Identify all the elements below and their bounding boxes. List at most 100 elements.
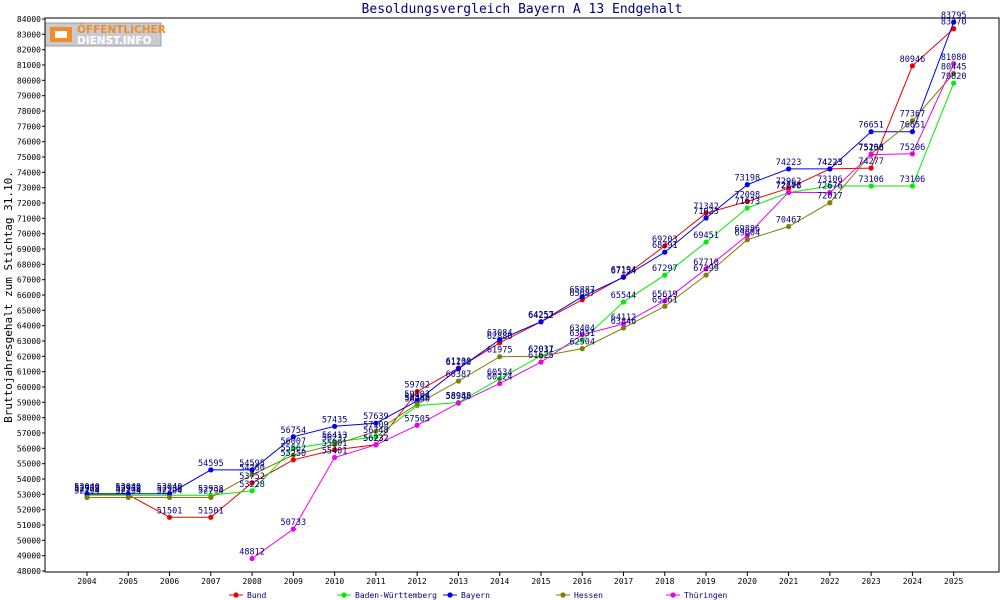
x-tick-label: 2023 — [861, 577, 880, 586]
x-tick-label: 2025 — [944, 577, 963, 586]
y-tick-label: 78000 — [17, 107, 41, 116]
data-point-bayern — [455, 366, 462, 372]
data-label-baden-w-rttemberg: 58788 — [404, 395, 430, 405]
data-point-baden-w-rttemberg — [249, 488, 255, 494]
data-label-bund: 71342 — [693, 202, 719, 212]
data-point-baden-w-rttemberg — [909, 183, 916, 189]
data-point-bayern — [868, 129, 874, 135]
data-label-th-ringen: 72702 — [776, 181, 802, 191]
data-label-bund: 51501 — [198, 506, 224, 516]
data-label-baden-w-rttemberg: 52938 — [115, 484, 141, 494]
y-tick-label: 58000 — [17, 414, 41, 423]
data-point-baden-w-rttemberg — [703, 239, 709, 245]
series-line-th-ringen — [251, 63, 955, 559]
data-label-baden-w-rttemberg: 60534 — [487, 368, 513, 378]
data-label-bund: 59702 — [404, 381, 430, 391]
data-label-bund: 55901 — [322, 439, 348, 449]
data-point-baden-w-rttemberg — [290, 445, 296, 451]
legend-swatch-point-bund — [233, 592, 239, 598]
y-tick-label: 70000 — [17, 230, 41, 239]
data-point-bund — [290, 457, 296, 463]
data-label-hessen: 54280 — [239, 464, 265, 474]
data-point-bayern — [497, 337, 503, 343]
y-tick-label: 84000 — [17, 15, 41, 24]
data-label-bayern: 61190 — [446, 358, 472, 368]
data-label-hessen: 67299 — [693, 264, 719, 274]
data-label-baden-w-rttemberg: 53228 — [239, 480, 265, 490]
data-label-bayern: 73198 — [735, 174, 761, 184]
data-label-bund: 74277 — [858, 157, 884, 167]
legend-label-hessen: Hessen — [574, 591, 603, 600]
data-label-bayern: 57639 — [363, 412, 389, 422]
data-label-th-ringen: 55401 — [322, 447, 348, 457]
y-tick-label: 79000 — [17, 92, 41, 101]
data-point-baden-w-rttemberg — [827, 183, 833, 189]
data-label-bund: 74223 — [817, 158, 843, 168]
data-point-hessen — [703, 272, 709, 278]
data-label-bund: 52972 — [115, 484, 141, 494]
series-line-hessen — [87, 73, 955, 498]
x-tick-label: 2021 — [779, 577, 798, 586]
x-tick-label: 2014 — [490, 577, 509, 586]
data-point-bund — [785, 185, 792, 191]
data-point-baden-w-rttemberg — [497, 376, 503, 382]
data-label-bayern: 65887 — [569, 286, 595, 296]
y-tick-label: 56000 — [17, 444, 41, 453]
data-point-hessen — [744, 237, 750, 243]
data-label-bund: 55250 — [281, 449, 307, 459]
data-point-hessen — [332, 442, 338, 448]
data-label-hessen: 70467 — [776, 216, 802, 226]
data-point-th-ringen — [744, 232, 750, 239]
y-tick-label: 80000 — [17, 76, 41, 85]
logo: ÖFFENTLICHER DIENST.INFO — [44, 22, 166, 47]
data-label-baden-w-rttemberg: 71673 — [735, 197, 761, 207]
data-label-bund: 67194 — [611, 266, 637, 276]
series-line-baden-w-rttemberg — [87, 82, 955, 496]
data-point-th-ringen — [249, 555, 255, 562]
data-label-bund: 65687 — [569, 289, 595, 299]
data-point-th-ringen — [290, 526, 296, 532]
data-label-th-ringen: 81080 — [941, 53, 967, 63]
data-label-bayern: 76651 — [900, 121, 926, 131]
data-label-bayern: 64257 — [528, 311, 554, 321]
x-tick-label: 2019 — [696, 577, 715, 586]
data-label-hessen: 55562 — [281, 444, 307, 454]
legend-label-th-ringen: Thüringen — [684, 591, 728, 600]
data-label-hessen: 52794 — [157, 486, 183, 496]
data-point-th-ringen — [868, 151, 874, 158]
data-point-hessen — [373, 428, 379, 434]
data-point-bayern — [744, 182, 750, 188]
data-label-bayern: 59102 — [404, 390, 430, 400]
data-point-bayern — [703, 215, 709, 221]
data-point-hessen — [909, 118, 916, 124]
y-tick-label: 48000 — [17, 567, 41, 576]
y-tick-label: 59000 — [17, 398, 41, 407]
data-label-hessen: 60387 — [446, 370, 472, 380]
data-label-bayern: 54595 — [198, 459, 224, 469]
y-tick-label: 81000 — [17, 61, 41, 70]
data-label-bayern: 56754 — [281, 426, 307, 436]
data-label-hessen: 65261 — [652, 295, 678, 305]
legend: Bund Baden-Württemberg Bayern Hessen Thüring… — [229, 591, 728, 600]
data-point-bayern — [84, 491, 90, 497]
x-tick-label: 2009 — [284, 577, 303, 586]
data-point-hessen — [166, 494, 173, 501]
data-label-bund: 51501 — [157, 506, 183, 516]
data-label-bayern: 53040 — [74, 483, 100, 493]
data-point-bayern — [579, 294, 585, 300]
data-label-hessen: 57109 — [363, 420, 389, 430]
y-axis-label: Bruttojahresgehalt zum Stichtag 31.10. — [2, 171, 15, 423]
data-label-baden-w-rttemberg: 67297 — [652, 264, 678, 274]
data-point-hessen — [497, 354, 503, 360]
data-point-bayern — [662, 249, 668, 255]
y-tick-label: 69000 — [17, 245, 41, 254]
x-tick-label: 2007 — [201, 577, 220, 586]
data-label-th-ringen: 67710 — [693, 258, 719, 268]
data-point-th-ringen — [951, 61, 957, 67]
y-tick-label: 66000 — [17, 291, 41, 300]
y-tick-label: 53000 — [17, 490, 41, 499]
y-tick-label: 60000 — [17, 383, 41, 392]
data-label-bayern: 71023 — [693, 207, 719, 217]
y-tick-label: 63000 — [17, 337, 41, 346]
data-label-baden-w-rttemberg: 56007 — [281, 437, 307, 447]
